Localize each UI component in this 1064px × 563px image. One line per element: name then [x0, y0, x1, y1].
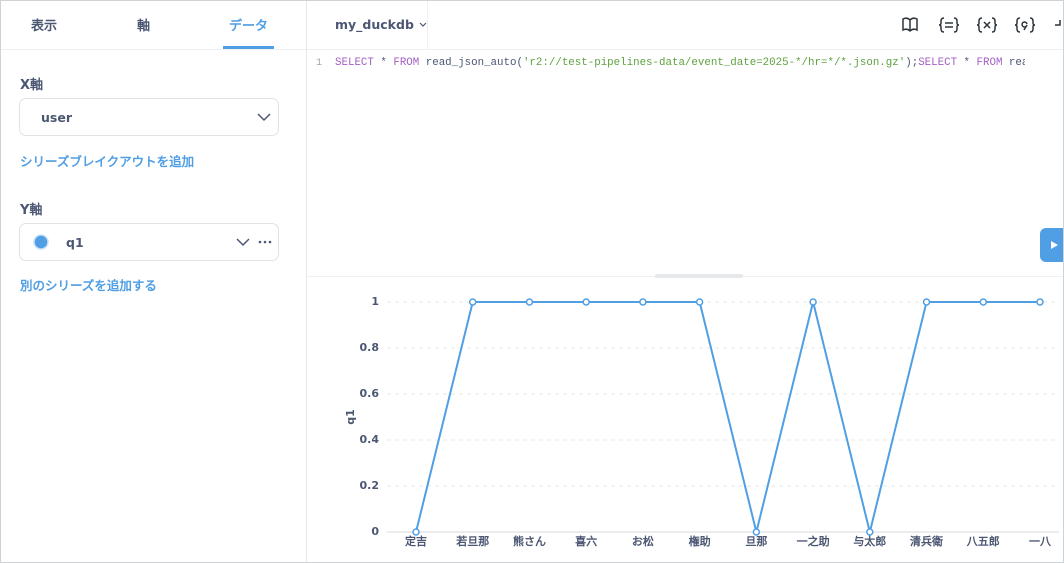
x-field-select[interactable]: user — [19, 98, 279, 136]
sql-token: 'r2://test-pipelines-data/event_date=202… — [522, 57, 906, 69]
separator — [427, 1, 428, 49]
collapse-icon[interactable] — [1055, 20, 1064, 29]
point — [1036, 298, 1044, 306]
chart: 0 0.2 0.4 0.6 0.8 1 q1 定吉 若旦那 熊さん 喜六 お松 権助 旦那 一之助 与太郎 清兵… — [344, 295, 1059, 563]
y-tick-label: 0.4 — [360, 433, 380, 446]
x-tick-label: 定吉 — [405, 534, 427, 548]
run-icon — [1051, 241, 1058, 249]
x-field: user — [41, 110, 72, 125]
y-axis-label: Y軸 — [20, 203, 43, 218]
x-tick-label: お松 — [632, 534, 654, 548]
tab-divider — [1, 49, 306, 50]
point — [525, 298, 534, 306]
sql-token: * — [957, 57, 977, 69]
x-tick-label: 若旦那 — [456, 534, 489, 548]
settings-panel: 表示 軸 データ X軸 user シリーズブレイクアウトを追加 Y軸 q1 別の… — [1, 1, 307, 562]
sql-token: * — [373, 57, 394, 69]
snippet-icon[interactable] — [938, 17, 960, 33]
sql-token: FROM — [393, 57, 420, 69]
x-axis-title: user — [714, 558, 742, 563]
x-tick-label: 一之助 — [797, 534, 830, 548]
x-tick-label: 一八 — [1029, 535, 1052, 548]
add-breakout-link[interactable]: シリーズブレイクアウトを追加 — [20, 154, 195, 169]
x-tick-label: 熊さん — [513, 534, 546, 548]
x-tick-label: 清兵衛 — [910, 534, 943, 548]
x-tick-label: 喜六 — [575, 534, 597, 548]
point — [922, 298, 931, 306]
sql-line: SELECT * FROM read_json_auto('r2://test-… — [335, 57, 1025, 69]
x-tick-label: 八五郎 — [966, 534, 1000, 548]
x-tick-label: 与太郎 — [853, 534, 886, 548]
active-tab-underline — [223, 46, 274, 49]
sql-token: ); — [905, 57, 919, 69]
point — [752, 528, 761, 536]
point — [979, 298, 988, 306]
toolbar-icons — [902, 17, 1064, 33]
run-button[interactable] — [1040, 228, 1063, 262]
format-icon[interactable] — [1014, 17, 1036, 33]
y-axis-title: q1 — [344, 409, 357, 425]
y-series-select[interactable]: q1 — [19, 223, 279, 261]
sql-token: FROM — [976, 57, 1003, 69]
point — [866, 528, 874, 536]
series-color-dot — [33, 234, 49, 250]
sql-token: SELECT — [918, 57, 958, 69]
chevron — [257, 113, 271, 122]
sql-token: read_json_auto( — [419, 57, 523, 69]
y-series: q1 — [66, 235, 84, 250]
editor-toolbar: my_duckdb — [307, 1, 1064, 50]
point — [468, 298, 477, 306]
database-name: my_duckdb — [335, 17, 414, 32]
sql-editor[interactable]: 1 SELECT * FROM read_json_auto('r2://tes… — [307, 53, 1025, 75]
tab[interactable]: データ — [229, 19, 269, 34]
point — [582, 298, 590, 306]
add-series-link[interactable]: 別のシリーズを追加する — [20, 278, 157, 293]
resize-handle[interactable] — [655, 274, 743, 278]
database-picker[interactable]: my_duckdb — [335, 17, 428, 32]
series-menu[interactable] — [236, 237, 276, 247]
y-tick-label: 0.6 — [360, 387, 380, 400]
line-number: 1 — [316, 58, 323, 69]
x-tick-label: 旦那 — [745, 535, 767, 548]
point — [412, 528, 420, 536]
point — [809, 298, 817, 306]
sql-token: reac — [1008, 57, 1025, 69]
line — [415, 301, 1040, 533]
tab[interactable]: 表示 — [31, 19, 58, 34]
x-axis-label: X軸 — [20, 78, 44, 93]
reference-icon[interactable] — [902, 17, 918, 33]
point — [639, 298, 647, 306]
point — [695, 298, 704, 306]
y-tick-label: 0 — [371, 525, 379, 538]
chevron — [419, 22, 427, 27]
sql-token: SELECT — [335, 57, 374, 69]
tab[interactable]: 軸 — [137, 19, 151, 34]
x-tick-label: 権助 — [689, 534, 711, 548]
y-tick-label: 0.2 — [360, 479, 380, 492]
y-tick-label: 0.8 — [360, 341, 380, 354]
variable-icon[interactable] — [976, 17, 998, 33]
y-tick-label: 1 — [371, 295, 379, 308]
